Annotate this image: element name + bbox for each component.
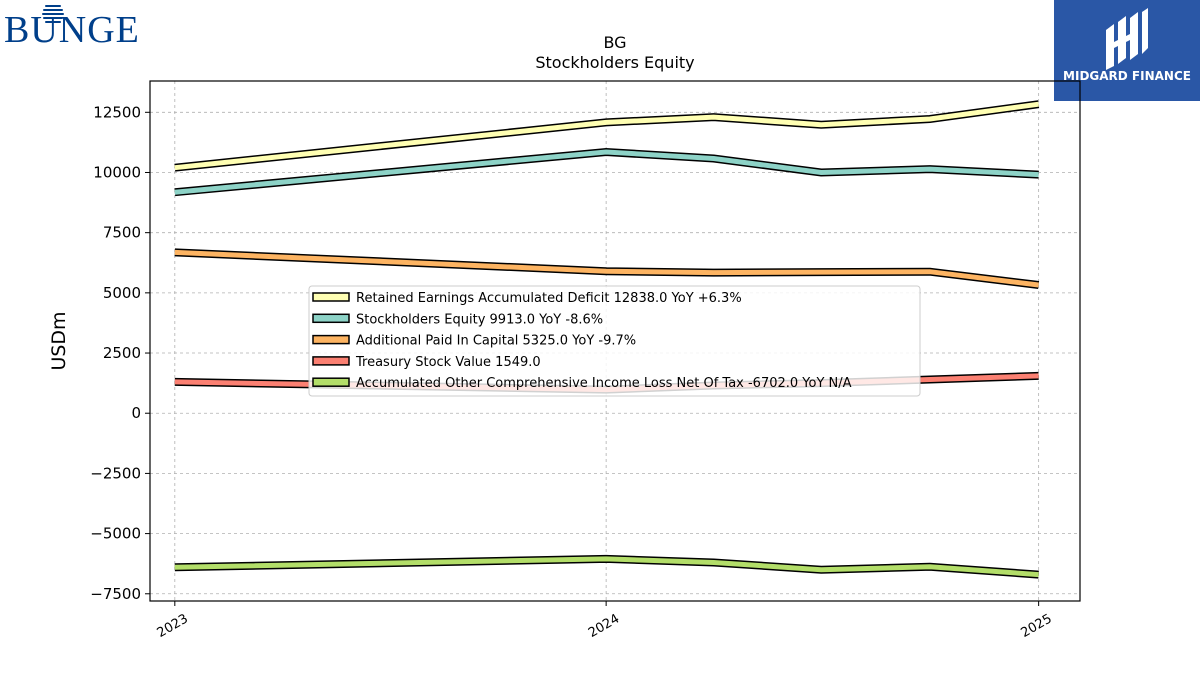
- midgard-logo-icon: [1106, 8, 1148, 70]
- plot-frame: [149, 80, 1081, 602]
- bunge-logo-mark: BUNGE: [4, 5, 140, 46]
- y-tick-label: −7500: [90, 585, 141, 603]
- series-line: [174, 249, 1039, 288]
- series-line: [174, 556, 1039, 578]
- bunge-logo-text: BUNGE: [4, 9, 140, 46]
- y-tick-label: 0: [131, 404, 141, 422]
- series-line-outline: [174, 100, 1040, 172]
- chart-title: BG: [603, 33, 626, 52]
- midgard-finance-logo: MIDGARD FINANCE: [1054, 0, 1200, 101]
- legend-entry: Additional Paid In Capital 5325.0 YoY -9…: [356, 334, 636, 349]
- legend-entry: Treasury Stock Value 1549.0: [355, 355, 541, 370]
- legend-entry: Accumulated Other Comprehensive Income L…: [356, 376, 852, 391]
- legend-swatch: [312, 334, 350, 345]
- series-line: [174, 149, 1039, 195]
- legend-entry: Retained Earnings Accumulated Deficit 12…: [356, 291, 742, 306]
- legend-swatch: [312, 356, 350, 366]
- y-tick-label: 7500: [103, 224, 141, 242]
- y-tick-label: 5000: [103, 284, 141, 302]
- legend-box: [308, 285, 921, 397]
- legend-entry: Stockholders Equity 9913.0 YoY -8.6%: [356, 312, 603, 327]
- y-tick-label: 12500: [93, 103, 141, 121]
- x-tick-label: 2025: [1018, 611, 1054, 641]
- y-tick-label: 10000: [93, 163, 141, 181]
- legend-swatch: [312, 377, 350, 387]
- y-tick-label: −2500: [90, 464, 141, 482]
- y-tick-label: −5000: [90, 525, 141, 543]
- series-line: [174, 101, 1039, 171]
- legend-swatch: [312, 292, 350, 302]
- x-tick-label: 2023: [155, 611, 191, 641]
- y-tick-label: 2500: [103, 344, 141, 362]
- y-axis-label: USDm: [48, 311, 70, 370]
- bunge-logo: BUNGE: [4, 4, 174, 46]
- midgard-logo-text: MIDGARD FINANCE: [1063, 69, 1191, 83]
- x-tick-label: 2024: [586, 611, 622, 641]
- chart-subtitle: Stockholders Equity: [535, 53, 694, 72]
- legend: Retained Earnings Accumulated Deficit 12…: [308, 285, 921, 397]
- legend-swatch: [312, 313, 350, 324]
